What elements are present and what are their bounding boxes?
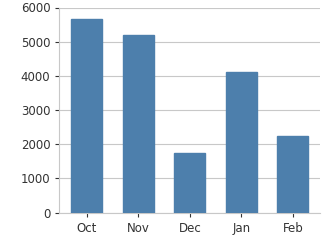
- Bar: [174, 153, 205, 212]
- Bar: [277, 136, 308, 212]
- Bar: [71, 20, 102, 212]
- Bar: [123, 35, 154, 212]
- Bar: [226, 72, 257, 212]
